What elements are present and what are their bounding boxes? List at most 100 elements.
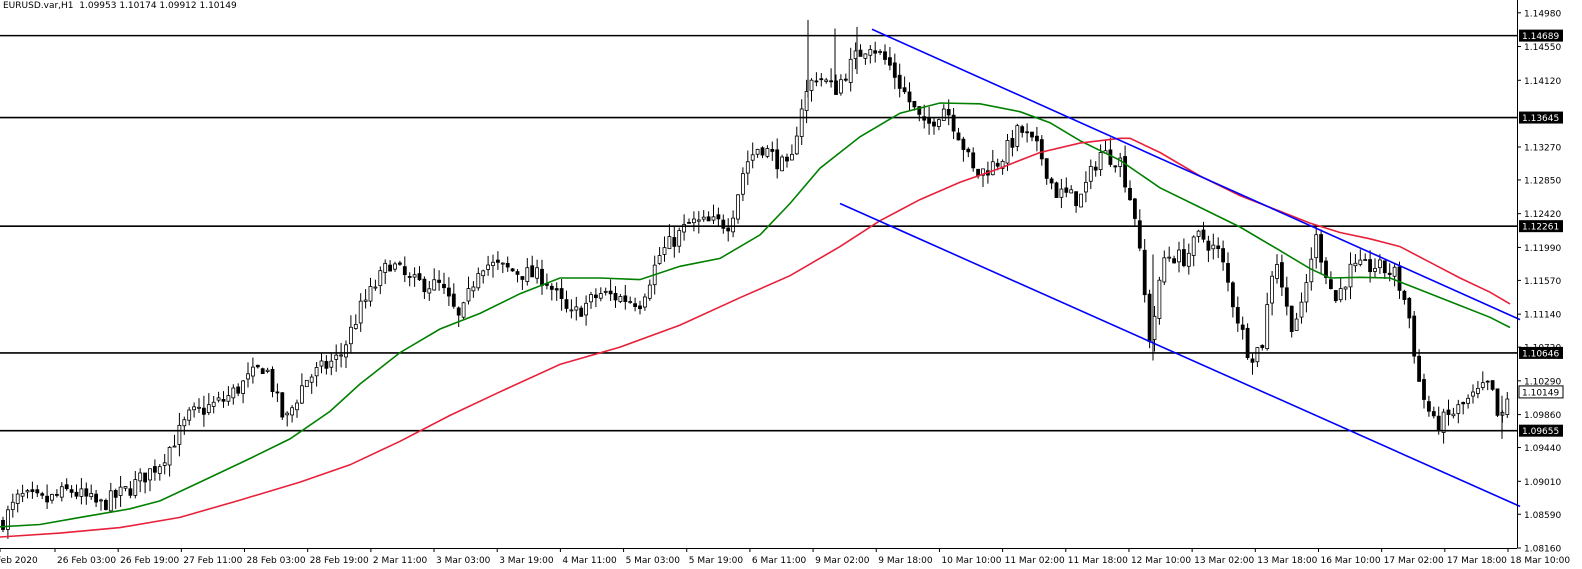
chart-title: EURUSD.var,H1 1.09953 1.10174 1.09912 1.… (3, 1, 237, 12)
candle-body (1142, 249, 1147, 296)
symbol-label: EURUSD.var,H1 (3, 1, 74, 11)
moving-average-line (0, 102, 1511, 528)
candle-body (417, 273, 422, 281)
candle-body (226, 395, 231, 402)
candle-body (466, 288, 471, 302)
time-tick-label: 5 Mar 03:00 (626, 556, 681, 566)
candle-body (741, 173, 745, 195)
candle-body (1495, 388, 1500, 416)
candle-body (123, 486, 128, 489)
level-price-box (1519, 220, 1563, 233)
candle-body (956, 132, 961, 141)
candle-body (706, 216, 711, 222)
candle-body (378, 270, 383, 286)
candle-body (1240, 324, 1245, 330)
candle-body (1431, 411, 1436, 417)
candle-body (564, 299, 569, 309)
candle-body (1186, 252, 1191, 267)
candle-body (804, 91, 809, 111)
time-tick-label: 9 Mar 18:00 (878, 556, 933, 566)
price-tick-label: 1.11570 (1524, 277, 1561, 287)
candle-body (1294, 318, 1299, 331)
price-tick-label: 1.12420 (1524, 210, 1561, 220)
candle-body (1123, 156, 1127, 188)
candle-body (672, 237, 677, 247)
candle-body (363, 299, 368, 302)
candle-body (559, 288, 564, 299)
candle-body (50, 494, 54, 501)
candle-body (750, 154, 755, 161)
level-price-label: 1.10646 (1522, 349, 1559, 359)
candle-body (383, 262, 388, 273)
candle-body (770, 149, 775, 152)
candle-body (937, 119, 941, 127)
price-tick-label: 1.09010 (1524, 478, 1561, 488)
candle-body (1333, 290, 1338, 302)
candle-body (647, 284, 652, 299)
candle-body (285, 412, 290, 416)
time-tick-label: 16 Mar 10:00 (1320, 556, 1380, 566)
candle-body (520, 276, 525, 280)
candle-body (1157, 279, 1162, 319)
candle-body (1064, 187, 1069, 193)
candle-body (1191, 236, 1196, 256)
time-tick-label: 26 Feb 03:00 (57, 556, 116, 566)
candle-body (868, 49, 873, 56)
candle-body (623, 295, 628, 302)
candle-body (1216, 245, 1221, 250)
candle-body (687, 221, 691, 224)
candle-body (1039, 139, 1044, 160)
candle-body (1260, 345, 1265, 348)
candle-body (883, 51, 887, 60)
candle-body (495, 259, 500, 263)
candle-body (1412, 315, 1417, 357)
candle-body (255, 364, 260, 368)
candle-body (45, 495, 49, 503)
candle-body (858, 49, 863, 57)
candle-body (1137, 220, 1142, 249)
candle-body (961, 138, 966, 150)
candle-body (892, 62, 897, 78)
candle-body (1402, 290, 1407, 300)
candle-body (309, 376, 314, 383)
time-tick-label: 9 Mar 02:00 (815, 556, 870, 566)
candle-body (1177, 249, 1181, 263)
candle-body (574, 306, 579, 311)
candle-body (1020, 126, 1025, 133)
candle-body (358, 300, 363, 324)
candle-body (667, 236, 672, 250)
candle-body (1417, 355, 1421, 382)
price-tick-label: 1.13270 (1524, 143, 1561, 153)
candle-body (1358, 259, 1363, 265)
candle-body (1133, 198, 1137, 219)
candle-body (197, 406, 201, 409)
candle-body (104, 499, 108, 510)
candle-body (456, 307, 461, 316)
candle-body (1422, 379, 1426, 400)
candle-body (118, 486, 123, 496)
candle-body (696, 219, 701, 222)
candle-body (84, 488, 89, 497)
candle-body (824, 79, 829, 82)
candle-body (618, 296, 623, 302)
level-price-box (1519, 424, 1563, 437)
candle-body (304, 379, 309, 388)
candle-body (314, 367, 319, 377)
candle-body (500, 262, 505, 265)
trendlines (839, 28, 1521, 508)
candle-body (794, 135, 799, 155)
candle-body (677, 230, 682, 247)
candle-body (1387, 272, 1392, 275)
candle-body (422, 278, 427, 293)
candle-body (1000, 160, 1005, 169)
candle-body (432, 279, 437, 291)
candle-body (1275, 264, 1279, 279)
candlesticks (1, 19, 1510, 539)
candle-body (1373, 268, 1377, 272)
candle-body (721, 219, 726, 229)
candle-body (1485, 380, 1490, 383)
moving-averages (0, 102, 1511, 538)
candle-body (1069, 189, 1074, 194)
candle-body (427, 288, 432, 294)
